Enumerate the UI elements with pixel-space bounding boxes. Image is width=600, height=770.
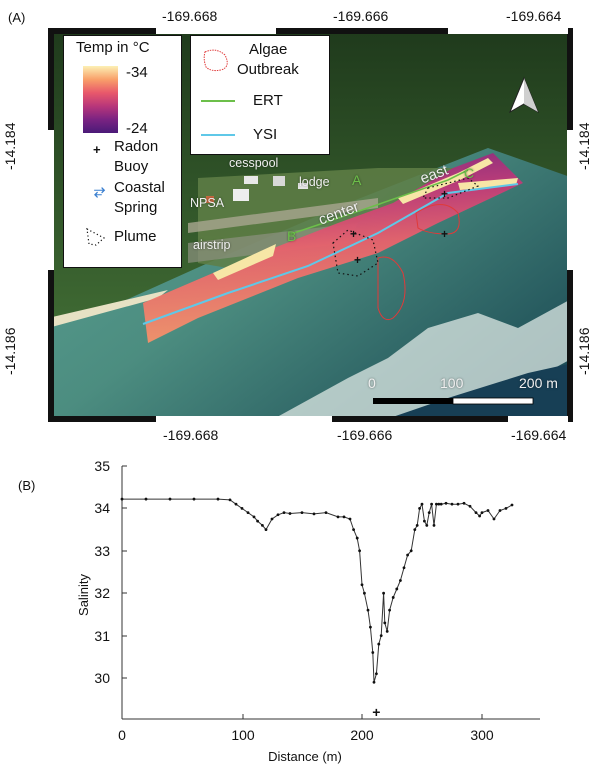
top-tick-2: -169.666: [333, 8, 389, 24]
svg-text:32: 32: [94, 585, 110, 601]
top-tick-3: -169.664: [506, 8, 562, 24]
x-axis-label: Distance (m): [268, 749, 342, 764]
scale-label-0: 0: [368, 375, 376, 391]
legend-spring-line1: Coastal: [114, 179, 165, 196]
legend-algae-line2: Outbreak: [237, 61, 299, 78]
frame-segment: [156, 416, 332, 422]
legend-radon-line2: Buoy: [114, 158, 149, 175]
frame-segment: [448, 28, 568, 34]
ysi-line-icon: [201, 134, 235, 136]
panel-b-label: (B): [18, 478, 36, 493]
top-tick-1: -169.668: [162, 8, 218, 24]
svg-text:31: 31: [94, 628, 110, 644]
label-point-a: A: [352, 172, 362, 188]
legend-lines: Algae Outbreak ERT YSI: [190, 35, 330, 155]
frame-segment: [567, 130, 573, 270]
svg-text:35: 35: [94, 458, 110, 474]
salinity-chart: 35 34 33 32 31 30 0 100 200 300 Distance…: [76, 458, 540, 764]
y-ticks: 35 34 33 32 31 30: [94, 458, 127, 686]
temp-min-label: -24: [126, 120, 148, 137]
left-tick-1: -14.184: [2, 122, 18, 170]
left-tick-2: -14.186: [2, 327, 18, 375]
legend-algae-line1: Algae: [249, 41, 288, 58]
x-ticks: 0 100 200 300: [118, 714, 494, 743]
frame-segment: [508, 416, 568, 422]
temp-colorbar: [83, 66, 118, 133]
svg-text:30: 30: [94, 670, 110, 686]
label-npsa: NPSA: [190, 196, 225, 210]
panel-a-label: (A): [8, 10, 26, 25]
right-tick-2: -14.186: [576, 327, 592, 375]
temp-max-label: -34: [126, 64, 148, 81]
algae-outbreak-icon: [203, 49, 228, 72]
plume-icon: [86, 227, 106, 246]
scale-label-200: 200 m: [519, 375, 558, 391]
salinity-points: [120, 497, 514, 684]
svg-text:33: 33: [94, 543, 110, 559]
svg-text:34: 34: [94, 500, 110, 516]
ert-line-icon: [201, 100, 235, 102]
radon-buoy-icon: +: [93, 142, 101, 157]
y-axis-label: Salinity: [76, 574, 91, 616]
svg-text:+: +: [441, 227, 448, 241]
svg-text:300: 300: [470, 727, 494, 743]
svg-text:0: 0: [118, 727, 126, 743]
right-tick-1: -14.184: [576, 122, 592, 170]
salinity-line: [122, 498, 513, 683]
bottom-tick-2: -169.666: [337, 427, 393, 443]
legend-temp-title: Temp in °C: [76, 39, 150, 56]
label-airstrip: airstrip: [193, 238, 231, 252]
coastal-spring-icon: ⥂: [94, 182, 106, 198]
legend-plume: Plume: [114, 228, 157, 245]
label-cesspool: cesspool: [229, 156, 279, 170]
legend-ert: ERT: [253, 92, 283, 109]
legend-ysi: YSI: [253, 126, 278, 143]
legend-spring-line2: Spring: [114, 199, 158, 216]
legend-radon-line1: Radon: [114, 138, 159, 155]
frame-segment: [156, 28, 276, 34]
frame-segment: [48, 130, 54, 270]
svg-text:+: +: [441, 187, 448, 201]
scale-label-100: 100: [440, 375, 464, 391]
label-point-c: C: [464, 165, 475, 181]
bottom-tick-3: -169.664: [511, 427, 567, 443]
bottom-tick-1: -169.668: [163, 427, 219, 443]
svg-text:200: 200: [350, 727, 374, 743]
label-lodge: lodge: [299, 175, 330, 189]
legend-temperature: Temp in °C -34 -24 + Radon Buoy ⥂ Coasta…: [63, 35, 182, 268]
svg-text:+: +: [350, 227, 357, 241]
label-point-b: B: [287, 228, 297, 244]
svg-text:100: 100: [231, 727, 255, 743]
radon-buoy-marker: +: [372, 704, 380, 720]
svg-text:+: +: [354, 253, 361, 267]
north-arrow-icon: [510, 45, 540, 85]
